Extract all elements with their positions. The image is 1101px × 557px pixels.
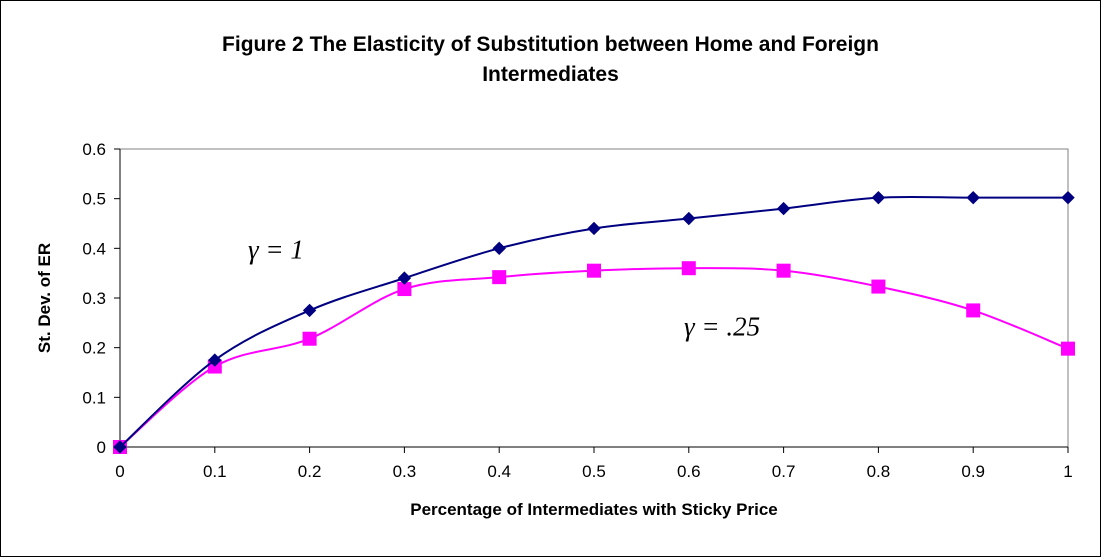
data-point-square xyxy=(492,270,507,285)
chart-title-line-1: Figure 2 The Elasticity of Substitution … xyxy=(222,33,879,56)
axes: 0 0.1 0.2 0.3 0.4 0.5 0.6 0 0.1 0.2 0.3 0.4 0.5 0.6 0.… xyxy=(82,140,1072,481)
data-point-square xyxy=(302,331,317,346)
x-tick-label: 0.3 xyxy=(393,462,417,481)
series-2 xyxy=(113,261,1075,454)
data-point-diamond xyxy=(1061,190,1075,205)
x-tick-label: 0.6 xyxy=(677,462,701,481)
y-tick-label: 0.3 xyxy=(82,289,106,308)
data-point-diamond xyxy=(302,303,317,318)
x-tick-label: 0.9 xyxy=(961,462,985,481)
chart-title-line-2: Intermediates xyxy=(482,63,619,86)
data-point-square xyxy=(1061,341,1075,356)
x-tick-label: 1 xyxy=(1063,462,1072,481)
annotation-layer: γ = 1 γ = .25 xyxy=(248,234,760,341)
data-point-square xyxy=(587,263,601,278)
data-point-square xyxy=(681,261,696,276)
series-line xyxy=(119,267,1069,448)
x-tick-label: 0.8 xyxy=(867,462,891,481)
x-tick-label: 0.1 xyxy=(203,462,227,481)
data-point-diamond xyxy=(776,201,791,216)
x-tick-label: 0.7 xyxy=(772,462,796,481)
series-line xyxy=(119,195,1068,448)
data-point-diamond xyxy=(871,190,886,205)
data-point-square xyxy=(966,303,981,318)
data-point-diamond xyxy=(397,271,412,285)
data-point-diamond xyxy=(492,241,506,256)
series-annotation: γ = 1 xyxy=(248,234,304,264)
y-tick-label: 0.5 xyxy=(82,190,106,209)
data-point-square xyxy=(776,263,791,278)
series-layer xyxy=(113,190,1075,454)
x-axis-title: Percentage of Intermediates with Sticky … xyxy=(410,500,778,519)
data-point-diamond xyxy=(208,353,222,367)
series-annotation: γ = .25 xyxy=(684,311,760,341)
y-axis-title: St. Dev. of ER xyxy=(35,243,54,353)
x-tick-label: 0.4 xyxy=(487,462,511,481)
x-tick-label: 0 xyxy=(115,462,124,481)
y-tick-label: 0.4 xyxy=(82,239,106,258)
x-tick-label: 0.2 xyxy=(298,462,322,481)
data-point-square xyxy=(871,279,886,294)
data-point-diamond xyxy=(587,221,601,236)
data-point-diamond xyxy=(113,440,127,454)
x-tick-label: 0.5 xyxy=(582,462,606,481)
y-tick-label: 0.1 xyxy=(82,388,106,407)
y-tick-label: 0 xyxy=(97,438,106,457)
data-point-diamond xyxy=(966,190,980,205)
data-point-diamond xyxy=(682,211,696,226)
y-tick-label: 0.2 xyxy=(82,339,106,358)
chart-title: Figure 2 The Elasticity of Substitution … xyxy=(0,30,1101,90)
y-tick-label: 0.6 xyxy=(82,140,106,159)
series-1 xyxy=(113,190,1075,454)
